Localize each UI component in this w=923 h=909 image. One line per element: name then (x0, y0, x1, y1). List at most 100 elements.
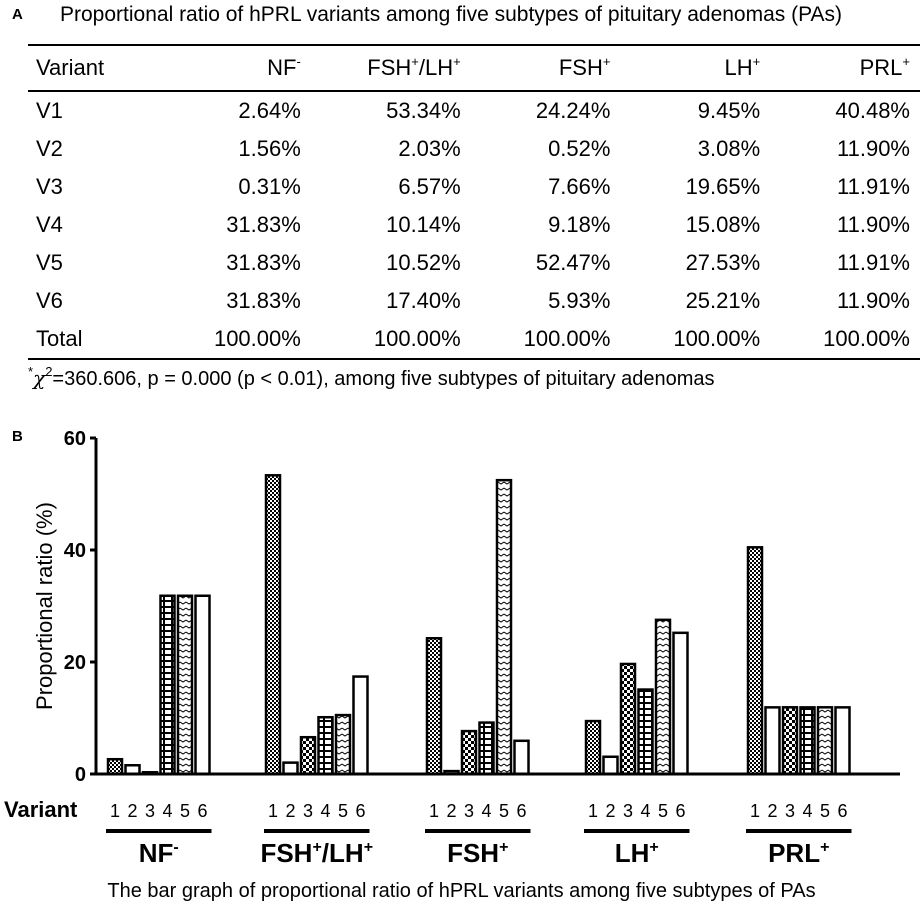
group-label-text: /LH (322, 838, 364, 868)
variant-tick-label: 6 (197, 801, 207, 821)
table-cell: 31.83% (226, 250, 301, 275)
variant-tick-label: 1 (750, 801, 760, 821)
row-label: V4 (36, 212, 63, 237)
variant-tick-label: 3 (145, 801, 155, 821)
bar-prl-v6 (834, 706, 851, 776)
table-cell: 1.56% (238, 136, 301, 161)
bar-lh-v6 (672, 631, 689, 776)
variant-tick-label: 4 (162, 801, 172, 821)
group-label-2: FSH+/LH+ (260, 838, 373, 868)
bar-fsh-v1 (264, 474, 282, 776)
variant-tick-label: 5 (658, 801, 668, 821)
table-header-row: Variant NF- FSH+/LH+ FSH+ LH+ PRL+ (28, 44, 920, 92)
y-tick-label: 20 (64, 652, 86, 674)
variant-tick-label: 1 (268, 801, 278, 821)
variant-tick-label: 5 (180, 801, 190, 821)
table-row: V6 31.83% 17.40% 5.93% 25.21% 11.90% (28, 282, 920, 320)
table-cell: 24.24% (535, 98, 611, 123)
table-cell: 9.45% (697, 98, 761, 123)
variant-tick-label: 1 (429, 801, 439, 821)
table-row: V1 2.64% 53.34% 24.24% 9.45% 40.48% (28, 91, 920, 130)
y-axis-label: Proportional ratio (%) (32, 502, 57, 710)
table-row: V2 1.56% 2.03% 0.52% 3.08% 11.90% (28, 130, 920, 168)
bar-fsh-v4 (317, 715, 334, 776)
group-label-text: NF (139, 838, 174, 868)
col-header-fsh: FSH+ (470, 44, 621, 92)
table-cell: 11.91% (837, 174, 910, 199)
variant-tick-label: 5 (820, 801, 830, 821)
table-cell: 3.08% (697, 136, 761, 161)
bar-nf-v6 (194, 594, 211, 776)
col-header-variant: Variant (28, 44, 162, 92)
group-label-text: FSH (447, 838, 499, 868)
group-label-text: PRL (768, 838, 820, 868)
table-cell: 25.21% (685, 288, 761, 313)
group-label-4: LH+ (615, 838, 659, 868)
bar-fsh-v2 (282, 761, 299, 776)
table-cell: 53.34% (386, 98, 461, 123)
variant-tick-label: 4 (320, 801, 330, 821)
table-cell: 2.64% (238, 98, 301, 123)
variant-tick-label: 2 (127, 801, 137, 821)
table-cell: 100.00% (470, 320, 621, 360)
bar-prl-v2 (764, 706, 781, 776)
bar-fsh-v6 (513, 739, 530, 776)
variant-tick-label: 3 (303, 801, 313, 821)
bar-fsh-v5 (334, 713, 352, 776)
variant-tick-label: 2 (285, 801, 295, 821)
table-cell: 0.31% (238, 174, 301, 199)
group-label-text: FSH (260, 838, 312, 868)
row-label: V2 (36, 136, 63, 161)
variant-tick-label: 3 (464, 801, 474, 821)
variant-tick-label: 2 (767, 801, 777, 821)
col-header-fsh-lh: FSH+/LH+ (310, 44, 471, 92)
bar-lh-v3 (619, 662, 637, 776)
bar-prl-v1 (746, 546, 764, 776)
y-tick-label: 40 (64, 540, 86, 562)
variant-tick-label: 2 (446, 801, 456, 821)
table-cell: 40.48% (835, 98, 910, 123)
variant-tick-label: 4 (481, 801, 491, 821)
panel-a-label: A (12, 6, 23, 23)
table-cell: 19.65% (685, 174, 761, 199)
bar-prl-v3 (781, 706, 799, 776)
bar-nf-v5 (176, 594, 194, 776)
table-cell: 10.52% (386, 250, 461, 275)
variant-table: Variant NF- FSH+/LH+ FSH+ LH+ PRL+ V1 2.6… (28, 44, 920, 360)
group-label-sup: - (173, 839, 178, 856)
bar-fsh-v4 (478, 721, 495, 776)
col-header-lh: LH+ (620, 44, 771, 92)
variant-tick-label: 1 (588, 801, 598, 821)
group-label-sup: + (499, 839, 508, 856)
table-cell: 27.53% (685, 250, 761, 275)
table-cell: 9.18% (548, 212, 611, 237)
bar-nf-v4 (159, 594, 176, 776)
table-row: V4 31.83% 10.14% 9.18% 15.08% 11.90% (28, 206, 920, 244)
y-tick-label: 0 (75, 764, 86, 786)
variant-tick-label: 4 (640, 801, 650, 821)
bar-fsh-v3 (299, 735, 317, 776)
variant-tick-label: 6 (516, 801, 526, 821)
table-row: V5 31.83% 10.52% 52.47% 27.53% 11.91% (28, 244, 920, 282)
panel-a: A Proportional ratio of hPRL variants am… (0, 0, 923, 420)
bar-lh-v2 (602, 755, 619, 776)
group-label-sup: + (312, 839, 321, 856)
table-cell: 11.90% (837, 288, 910, 313)
variant-tick-label: 5 (499, 801, 509, 821)
col-header-prl: PRL+ (770, 44, 920, 92)
variant-tick-label: 6 (675, 801, 685, 821)
bar-fsh-v5 (495, 478, 513, 776)
table-cell: 2.03% (398, 136, 461, 161)
table-cell: 17.40% (386, 288, 461, 313)
variant-tick-label: 3 (623, 801, 633, 821)
bar-fsh-v1 (425, 637, 443, 776)
table-cell: 5.93% (548, 288, 611, 313)
table-cell: 11.91% (837, 250, 910, 275)
variant-tick-label: 1 (110, 801, 120, 821)
variant-tick-label: 6 (355, 801, 365, 821)
table-row: V3 0.31% 6.57% 7.66% 19.65% 11.91% (28, 168, 920, 206)
group-label-1: NF- (139, 838, 179, 868)
table-cell: 100.00% (620, 320, 771, 360)
table-cell: 15.08% (685, 212, 761, 237)
bar-lh-v5 (654, 618, 672, 776)
